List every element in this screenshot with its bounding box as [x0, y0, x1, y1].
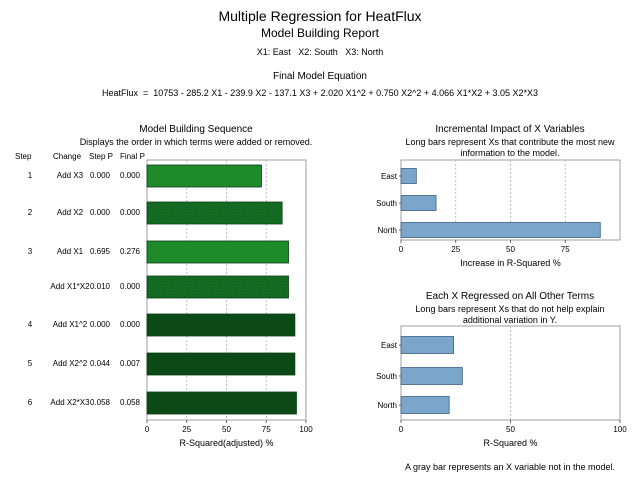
- variable-legend: X1: East X2: South X3: North: [256, 47, 384, 57]
- bar: [400, 195, 437, 211]
- sequence-cell-finalp: 0.058: [119, 398, 141, 407]
- sequence-chart: 0 25 50 75 100 R-Squared(adjusted) %: [145, 159, 313, 448]
- regressed-description-2: additional variation in Y.: [462, 315, 558, 325]
- x-tick-label: 100: [299, 425, 313, 434]
- sequence-cell-stepp: 0.000: [89, 171, 111, 180]
- sequence-cell-finalp: 0.007: [119, 359, 141, 368]
- x-tick-label: 0: [145, 425, 150, 434]
- header-final-p: Final P: [120, 152, 145, 161]
- report-subtitle: Model Building Report: [260, 26, 380, 40]
- sequence-cell-stepp: 0.010: [89, 282, 111, 291]
- sequence-cell-stepp: 0.000: [89, 208, 111, 217]
- x-axis-label: Increase in R-Squared %: [460, 258, 561, 268]
- footnote: A gray bar represents an X variable not …: [404, 462, 616, 472]
- sequence-cell-change: Add X2*X3: [50, 398, 90, 407]
- sequence-cell-stepp: 0.044: [89, 359, 111, 368]
- regressed-title: Each X Regressed on All Other Terms: [425, 291, 595, 302]
- bar: [400, 168, 417, 184]
- sequence-cell-change: Add X1*X2: [50, 282, 90, 291]
- sequence-cell-step: 4: [27, 320, 33, 329]
- impact-description-2: information to the model.: [460, 148, 560, 158]
- x-tick-label: 100: [613, 425, 627, 434]
- sequence-cell-step: 5: [27, 359, 33, 368]
- category-label: North: [377, 226, 397, 235]
- impact-description-1: Long bars represent Xs that contribute t…: [405, 137, 615, 147]
- sequence-cell-change: Add X2^2: [52, 359, 88, 368]
- bar: [400, 367, 463, 385]
- x-tick-label: 75: [561, 245, 570, 254]
- bar: [146, 201, 283, 225]
- sequence-cell-stepp: 0.058: [89, 398, 111, 407]
- sequence-cell-step: 2: [27, 208, 33, 217]
- model-equation: HeatFlux = 10753 - 285.2 X1 - 239.9 X2 -…: [101, 88, 538, 98]
- sequence-cell-change: Add X3: [56, 171, 84, 180]
- sequence-cell-stepp: 0.695: [89, 247, 111, 256]
- x-tick-label: 50: [222, 425, 231, 434]
- x-tick-label: 50: [506, 245, 515, 254]
- bar: [146, 391, 297, 415]
- header-change: Change: [53, 152, 82, 161]
- x-tick-label: 0: [399, 425, 404, 434]
- sequence-cell-finalp: 0.276: [119, 247, 141, 256]
- sequence-cell-step: 1: [27, 171, 33, 180]
- sequence-cell-finalp: 0.000: [119, 282, 141, 291]
- sequence-cell-change: Add X2: [56, 208, 84, 217]
- sequence-cell-change: Add X1^2: [52, 320, 88, 329]
- sequence-cell-change: Add X1: [56, 247, 84, 256]
- x-tick-label: 75: [262, 425, 271, 434]
- header-step-p: Step P: [89, 152, 114, 161]
- header-step: Step: [15, 152, 32, 161]
- sequence-cell-step: 3: [27, 247, 33, 256]
- sequence-cell-step: 6: [27, 398, 33, 407]
- bar: [146, 240, 289, 264]
- bar: [400, 396, 450, 414]
- report-title: Multiple Regression for HeatFlux: [218, 8, 422, 24]
- x-axis-label: R-Squared(adjusted) %: [179, 438, 273, 448]
- bar: [400, 222, 601, 238]
- bar: [146, 313, 296, 337]
- sequence-description: Displays the order in which terms were a…: [79, 137, 313, 147]
- sequence-cell-finalp: 0.000: [119, 208, 141, 217]
- category-label: East: [381, 172, 398, 181]
- sequence-title: Model Building Sequence: [139, 124, 253, 135]
- bar: [146, 275, 289, 299]
- bar: [146, 352, 296, 376]
- sequence-cell-finalp: 0.000: [119, 320, 141, 329]
- x-axis-label: R-Squared %: [483, 438, 537, 448]
- impact-title: Incremental Impact of X Variables: [435, 124, 585, 135]
- x-tick-label: 50: [506, 425, 515, 434]
- sequence-cell-stepp: 0.000: [89, 320, 111, 329]
- x-tick-label: 25: [182, 425, 191, 434]
- x-tick-label: 0: [399, 245, 404, 254]
- bar: [146, 164, 262, 188]
- category-label: South: [376, 199, 397, 208]
- category-label: East: [381, 341, 398, 350]
- category-label: North: [377, 401, 397, 410]
- regressed-chart: 0 50 100 R-Squared % East South North: [376, 325, 627, 448]
- regressed-description-1: Long bars represent Xs that do not help …: [415, 304, 605, 314]
- x-tick-label: 25: [451, 245, 460, 254]
- bar: [400, 336, 454, 354]
- equation-title: Final Model Equation: [273, 71, 367, 82]
- category-label: South: [376, 372, 397, 381]
- sequence-cell-finalp: 0.000: [119, 171, 141, 180]
